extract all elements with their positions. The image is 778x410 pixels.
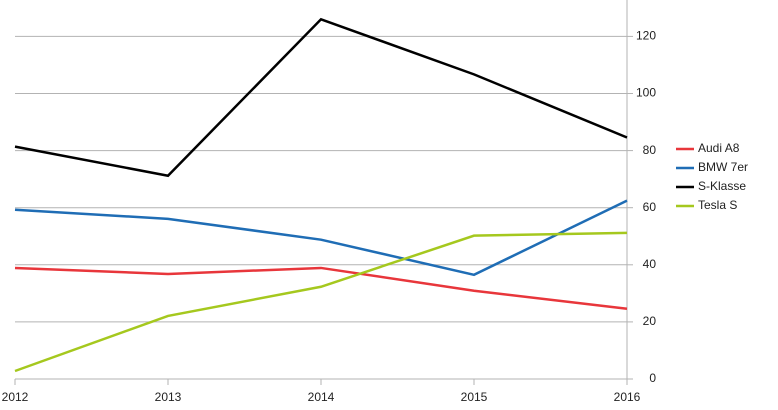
x-tick-label: 2015 — [461, 390, 488, 404]
y-tick-label: 40 — [643, 257, 657, 271]
x-tick-label: 2012 — [2, 390, 29, 404]
y-tick-label: 80 — [643, 143, 657, 157]
y-tick-label: 120 — [636, 29, 656, 43]
line-series — [14, 17, 628, 178]
legend-label: Audi A8 — [698, 141, 740, 155]
line-series — [14, 199, 628, 277]
line-series — [14, 231, 628, 373]
line-series — [14, 266, 628, 311]
y-tick-label: 60 — [643, 200, 657, 214]
y-tick-label: 0 — [649, 371, 656, 385]
x-tick-label: 2013 — [155, 390, 182, 404]
x-tick-label: 2014 — [308, 390, 335, 404]
y-tick-label: 20 — [643, 314, 657, 328]
y-tick-label: 100 — [636, 86, 656, 100]
legend-label: BMW 7er — [698, 160, 748, 174]
legend-label: Tesla S — [698, 198, 737, 212]
legend-label: S-Klasse — [698, 179, 746, 193]
x-tick-label: 2016 — [614, 390, 641, 404]
